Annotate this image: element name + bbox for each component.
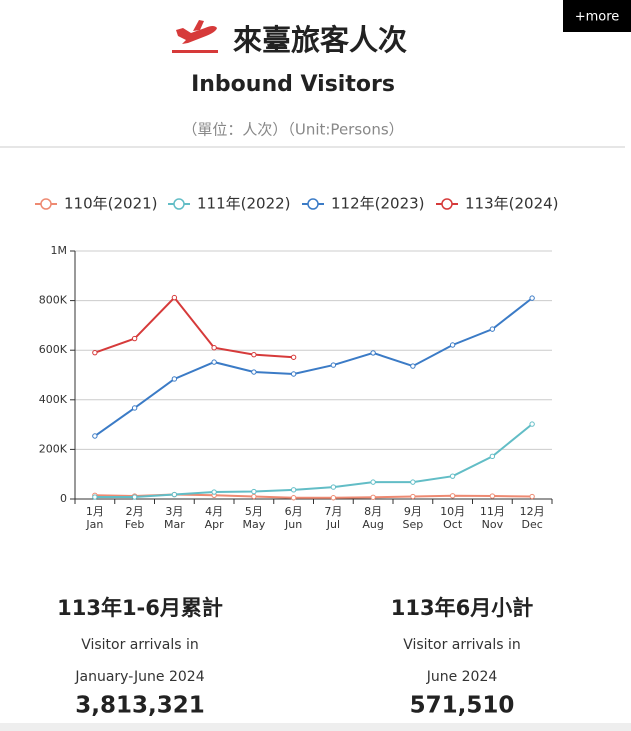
data-point	[171, 294, 178, 301]
x-tick-label: 2月	[126, 505, 144, 518]
legend-label: 113年(2024)	[465, 195, 559, 213]
legend-marker	[173, 198, 185, 210]
x-tick-label: 12月	[520, 505, 545, 518]
y-tick-label: 400K	[39, 393, 68, 406]
x-tick-label: 4月	[205, 505, 223, 518]
data-point	[211, 489, 217, 495]
summary-line1: Visitor arrivals in	[403, 637, 521, 653]
y-tick-label: 200K	[39, 442, 68, 455]
series-line	[94, 423, 533, 499]
x-tick-label-en: Jan	[85, 518, 103, 531]
data-point	[171, 491, 178, 498]
more-button[interactable]	[563, 0, 631, 32]
data-point	[131, 494, 138, 500]
summary-value: 571,510	[410, 693, 515, 719]
data-point	[529, 421, 535, 427]
x-tick-label: 6月	[285, 505, 303, 518]
x-tick-label-en: Apr	[205, 518, 225, 531]
data-point	[489, 326, 496, 332]
data-point	[330, 362, 337, 368]
data-point	[211, 345, 217, 351]
data-point	[330, 484, 337, 490]
series-line	[94, 297, 533, 437]
legend-marker	[307, 198, 319, 210]
x-tick-label-en: Jul	[326, 518, 340, 531]
x-tick-label-en: Nov	[482, 518, 504, 531]
x-tick-label-en: Feb	[125, 518, 144, 531]
subtitle: Inbound Visitors	[191, 72, 395, 97]
y-tick-label: 600K	[39, 343, 68, 356]
x-tick-label: 5月	[245, 505, 263, 518]
y-tick-label: 1M	[51, 244, 68, 257]
data-point	[131, 335, 138, 342]
unit: （單位：人次）（Unit:Persons）	[182, 121, 403, 139]
data-point	[449, 473, 456, 479]
data-point	[290, 495, 297, 501]
legend-label: 110年(2021)	[64, 195, 158, 213]
legend-label: 111年(2022)	[197, 195, 291, 213]
data-point	[92, 349, 98, 356]
bottom-shadow	[0, 723, 631, 731]
x-tick-label-en: Sep	[403, 518, 424, 531]
data-point	[330, 495, 337, 501]
data-point	[529, 295, 535, 301]
data-point	[489, 493, 496, 499]
data-point	[92, 494, 98, 500]
legend-marker	[40, 198, 52, 210]
data-point	[251, 493, 257, 500]
x-tick-label-en: Jun	[284, 518, 302, 531]
x-tick-label: 10月	[440, 505, 465, 518]
legend-marker	[441, 198, 453, 210]
series-line	[94, 296, 294, 359]
x-tick-label: 9月	[404, 505, 422, 518]
summary-line2: June 2024	[426, 669, 498, 685]
data-point	[449, 342, 456, 348]
summary-title: 113年6月小計	[391, 596, 533, 620]
data-point	[410, 493, 416, 500]
x-tick-label: 11月	[480, 505, 505, 518]
data-point	[251, 488, 257, 495]
data-point	[211, 359, 217, 365]
data-point	[529, 493, 535, 500]
summary-line2: January-June 2024	[74, 669, 204, 685]
data-point	[290, 487, 297, 493]
data-point	[251, 351, 257, 358]
data-point	[251, 369, 257, 375]
x-tick-label-en: Dec	[521, 518, 542, 531]
title: 來臺旅客人次	[233, 23, 407, 57]
x-tick-label: 1月	[86, 505, 104, 518]
data-point	[370, 350, 376, 356]
y-tick-label: 800K	[39, 294, 68, 307]
summary-line1: Visitor arrivals in	[81, 637, 199, 653]
summary-title: 113年1-6月累計	[57, 596, 223, 620]
x-tick-label: 7月	[324, 505, 342, 518]
data-point	[370, 479, 376, 485]
x-tick-label-en: Mar	[164, 518, 185, 531]
legend-label: 112年(2023)	[331, 195, 425, 213]
data-point	[489, 453, 496, 460]
data-point	[449, 493, 456, 499]
data-point	[131, 405, 138, 411]
x-tick-label-en: Oct	[443, 518, 463, 531]
data-point	[370, 494, 376, 500]
data-point	[171, 376, 178, 382]
data-point	[410, 479, 416, 485]
x-tick-label-en: Aug	[362, 518, 383, 531]
data-point	[290, 371, 297, 377]
summary-value: 3,813,321	[75, 693, 205, 719]
x-tick-label-en: May	[243, 518, 266, 531]
data-point	[290, 354, 297, 360]
data-point	[410, 363, 416, 369]
x-tick-label: 3月	[165, 505, 183, 518]
more-label[interactable]: +more	[575, 10, 620, 25]
data-point	[92, 433, 98, 439]
plane-icon	[172, 20, 218, 53]
x-tick-label: 8月	[364, 505, 382, 518]
y-tick-label: 0	[60, 492, 67, 505]
